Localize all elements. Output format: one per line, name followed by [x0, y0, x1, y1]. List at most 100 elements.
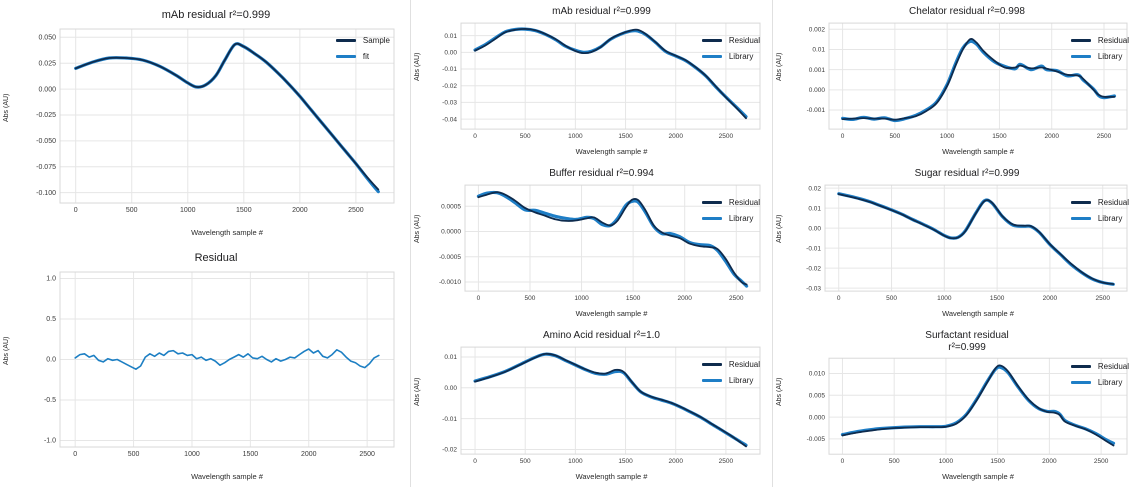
svg-text:2000: 2000	[1043, 295, 1058, 302]
svg-text:500: 500	[889, 458, 900, 465]
svg-text:0: 0	[841, 133, 845, 140]
chart-title: mAb residual r²=0.999	[161, 9, 271, 21]
svg-text:-0.02: -0.02	[442, 446, 457, 453]
svg-text:0: 0	[73, 451, 77, 458]
legend-item: Residual	[701, 198, 760, 207]
legend: Residual Library	[701, 36, 760, 61]
svg-text:-0.005: -0.005	[807, 436, 826, 443]
svg-text:-0.0010: -0.0010	[439, 279, 461, 286]
svg-text:-0.050: -0.050	[36, 138, 56, 145]
svg-text:1000: 1000	[180, 207, 196, 214]
x-axis-label: Wavelength sample #	[942, 472, 1014, 481]
legend: Residual Library	[701, 360, 760, 385]
svg-text:1000: 1000	[184, 451, 200, 458]
middle-column: mAb residual r²=0.999 Abs (AU) 0 500 1000 1…	[411, 0, 772, 487]
svg-text:1000: 1000	[574, 295, 589, 302]
svg-text:0.001: 0.001	[809, 67, 826, 74]
chart-panel-buffer-residual: Buffer residual r²=0.994 Abs (AU) 0 500 10…	[411, 162, 772, 324]
chart-panel-surfactant-residual: Surfactant residual r²=0.999 Abs (AU) 0 50…	[773, 324, 1137, 487]
svg-text:0.01: 0.01	[444, 354, 457, 361]
svg-text:0: 0	[473, 458, 477, 465]
svg-text:0.002: 0.002	[809, 26, 826, 33]
svg-text:-0.100: -0.100	[36, 190, 56, 197]
legend-label: Residual	[1097, 362, 1129, 371]
chart-panel-amino-acid-residual: Amino Acid residual r²=1.0 Abs (AU) 0 500…	[411, 324, 772, 487]
svg-text:-0.03: -0.03	[442, 99, 457, 106]
svg-text:0.01: 0.01	[808, 205, 821, 212]
svg-text:0: 0	[477, 295, 481, 302]
legend: Residual Library	[1070, 198, 1129, 223]
y-axis-label: Abs (AU)	[3, 336, 10, 366]
legend-item: Library	[701, 52, 760, 61]
svg-text:-0.5: -0.5	[44, 397, 56, 404]
svg-text:2000: 2000	[668, 133, 683, 140]
legend-label: Residual	[1097, 36, 1129, 45]
x-axis-label: Wavelength sample #	[191, 472, 263, 481]
svg-text:1500: 1500	[990, 295, 1005, 302]
legend-label: Residual	[728, 360, 760, 369]
svg-text:0.000: 0.000	[809, 414, 826, 421]
svg-text:-0.025: -0.025	[36, 112, 56, 119]
column-divider	[772, 0, 773, 487]
svg-text:2500: 2500	[1097, 133, 1112, 140]
svg-text:0.0: 0.0	[46, 357, 56, 364]
svg-text:0.02: 0.02	[808, 185, 821, 192]
svg-text:0: 0	[837, 295, 841, 302]
legend: Residual Library	[1070, 362, 1129, 387]
residual-line-swatch	[701, 201, 722, 204]
column-divider	[410, 0, 411, 487]
svg-text:2500: 2500	[359, 451, 375, 458]
svg-text:1500: 1500	[992, 133, 1007, 140]
svg-text:2000: 2000	[1044, 133, 1059, 140]
svg-text:1000: 1000	[937, 295, 952, 302]
chart-title: Sugar residual r²=0.999	[914, 168, 1020, 179]
legend-item: Library	[1070, 378, 1129, 387]
legend-item: fit	[335, 52, 390, 61]
svg-text:-0.02: -0.02	[806, 265, 821, 272]
svg-text:0.5: 0.5	[46, 316, 56, 323]
svg-text:-0.001: -0.001	[807, 107, 826, 114]
svg-text:0.005: 0.005	[809, 392, 826, 399]
legend-label: Residual	[1097, 198, 1129, 207]
svg-text:0.00: 0.00	[444, 49, 457, 56]
svg-text:-0.075: -0.075	[36, 164, 56, 171]
svg-text:500: 500	[886, 295, 897, 302]
legend-label: Residual	[728, 36, 760, 45]
x-axis-label: Wavelength sample #	[191, 228, 263, 237]
legend: Sample fit	[335, 36, 390, 61]
svg-text:2500: 2500	[719, 133, 734, 140]
svg-text:500: 500	[128, 451, 140, 458]
svg-text:0: 0	[74, 207, 78, 214]
legend-item: Sample	[335, 36, 390, 45]
svg-text:2000: 2000	[677, 295, 692, 302]
chart-panel-sugar-residual: Sugar residual r²=0.999 Abs (AU) 0 500 100…	[773, 162, 1137, 324]
legend-item: Residual	[1070, 198, 1129, 207]
legend-item: Residual	[1070, 36, 1129, 45]
svg-text:0.01: 0.01	[812, 46, 825, 53]
svg-text:0.01: 0.01	[444, 33, 457, 40]
legend-item: Library	[1070, 52, 1129, 61]
legend-label: fit	[362, 52, 370, 61]
svg-text:0: 0	[841, 458, 845, 465]
chart-title: Chelator residual r²=0.998	[909, 6, 1025, 17]
svg-text:2000: 2000	[292, 207, 308, 214]
legend-item: Residual	[701, 36, 760, 45]
svg-text:1500: 1500	[618, 458, 633, 465]
svg-text:-0.03: -0.03	[806, 285, 821, 292]
svg-text:1500: 1500	[626, 295, 641, 302]
legend-item: Residual	[1070, 362, 1129, 371]
svg-text:2000: 2000	[301, 451, 317, 458]
legend-label: Library	[728, 376, 754, 385]
svg-text:0.00: 0.00	[808, 225, 821, 232]
sample-line-swatch	[335, 39, 356, 42]
y-axis-label: Abs (AU)	[414, 214, 421, 244]
chart-panel-mab-residual: mAb residual r²=0.999 Abs (AU) 0 500 1000 1…	[411, 0, 772, 162]
library-line-swatch	[701, 217, 722, 220]
legend-label: Library	[728, 52, 754, 61]
svg-text:-0.02: -0.02	[442, 83, 457, 90]
legend-item: Residual	[701, 360, 760, 369]
residual-line-swatch	[1070, 365, 1091, 368]
chart-title: Amino Acid residual r²=1.0	[542, 330, 660, 341]
chart-canvas: 0 500 1000 1500 2000 2500 0.01 0.00 -0.01 -0.02 -0…	[442, 22, 761, 140]
